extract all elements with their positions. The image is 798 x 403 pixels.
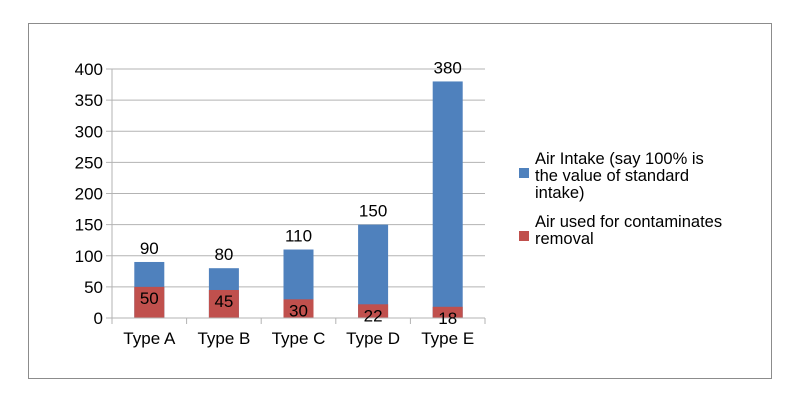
legend-label-line: Air Intake (say 100% is	[535, 150, 704, 168]
legend-label-line: the value of standard	[535, 167, 689, 185]
data-label-type-d-series-1: 150	[359, 202, 387, 221]
bar-type-c-series-2	[283, 299, 314, 318]
legend-swatch-2	[519, 231, 529, 241]
y-tick-label-100: 100	[75, 247, 103, 266]
y-tick-label-250: 250	[75, 153, 103, 172]
legend-label-2: Air used for contaminates removal	[535, 213, 722, 248]
data-label-type-e-series-1: 380	[434, 58, 462, 77]
data-label-type-b-series-1: 80	[214, 245, 233, 264]
legend: Air Intake (say 100% is the value of stan…	[519, 150, 722, 248]
data-label-type-a-series-2: 50	[140, 289, 159, 308]
bar-type-e-series-1	[432, 81, 463, 318]
category-label-type-e: Type E	[421, 329, 474, 348]
axes: 0 50 100 150 200 250 300 350 400 Type A Type B Type…	[75, 60, 486, 348]
y-tick-label-400: 400	[75, 60, 103, 79]
bar-type-b-series-2	[208, 289, 239, 318]
legend-swatch-1	[519, 168, 529, 178]
data-label-type-c-series-2: 30	[289, 301, 308, 320]
category-label-type-c: Type C	[272, 329, 326, 348]
data-label-type-a-series-1: 90	[140, 239, 159, 258]
bar-type-d-series-1	[358, 224, 389, 318]
category-label-type-d: Type D	[346, 329, 400, 348]
y-tick-label-0: 0	[94, 309, 103, 328]
y-tick-label-200: 200	[75, 185, 103, 204]
legend-item-1: Air Intake (say 100% is the value of stan…	[519, 150, 704, 202]
category-label-type-b: Type B	[197, 329, 250, 348]
y-tick-label-350: 350	[75, 91, 103, 110]
data-label-type-c-series-1: 110	[285, 227, 312, 246]
y-tick-label-300: 300	[75, 122, 103, 141]
data-label-type-b-series-2: 45	[214, 292, 233, 311]
bar-type-a-series-2	[134, 286, 165, 318]
data-labels: 90 80 110 150 380 50 45 30 22 18	[140, 58, 462, 327]
legend-label-line: intake)	[535, 184, 585, 202]
legend-label-line: Air used for contaminates	[535, 213, 722, 231]
legend-label-1: Air Intake (say 100% is the value of stan…	[535, 150, 704, 202]
chart-frame	[28, 23, 772, 379]
data-label-type-d-series-2: 22	[364, 306, 383, 325]
y-tick-label-50: 50	[84, 278, 103, 297]
y-tick-label-150: 150	[75, 216, 103, 235]
data-label-type-e-series-2: 18	[438, 309, 457, 328]
gridlines	[112, 68, 485, 288]
legend-item-2: Air used for contaminates removal	[519, 213, 722, 248]
category-label-type-a: Type A	[123, 329, 176, 348]
bars	[134, 81, 463, 318]
bar-type-d-series-2	[358, 304, 389, 318]
bar-type-e-series-2	[432, 306, 463, 318]
legend-label-line: removal	[535, 230, 594, 248]
